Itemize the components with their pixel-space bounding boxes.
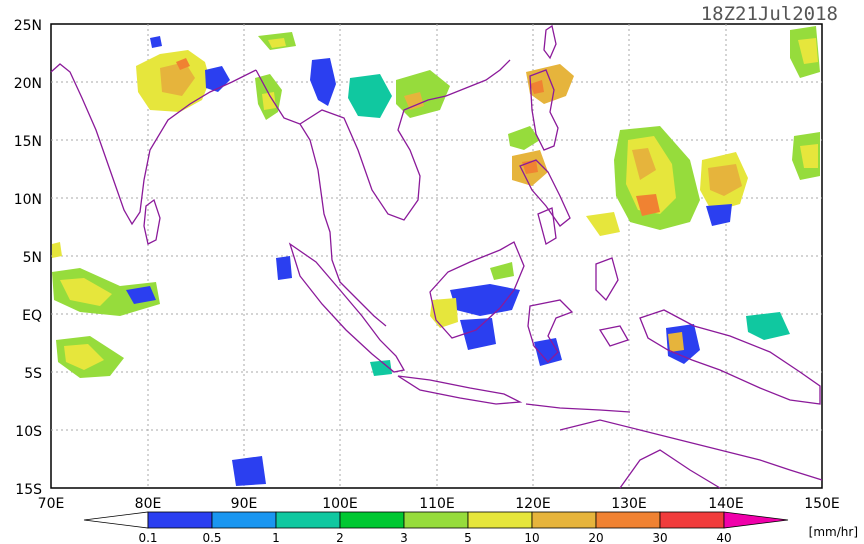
lat-tick-label: 25N [14, 18, 42, 34]
lat-tick-label: 5S [24, 366, 42, 382]
lat-tick-label: 5N [23, 250, 42, 266]
colorbar-tick-label: 2 [336, 531, 344, 544]
colorbar-segment [595, 511, 661, 529]
colorbar-segment [467, 511, 533, 529]
map-title: 18Z21Jul2018 [701, 3, 838, 25]
colorbar-segment [659, 511, 725, 529]
colorbar-segment [147, 511, 213, 529]
colorbar-tick-label: 30 [652, 531, 667, 544]
lon-tick-label: 140E [708, 496, 744, 512]
coastlines [50, 24, 823, 489]
lon-tick-label: 100E [322, 496, 358, 512]
latitude-axis: 25N 20N 15N 10N 5N EQ 5S 10S 15S [14, 18, 42, 498]
colorbar-segment [339, 511, 405, 529]
longitude-axis: 70E 80E 90E 100E 110E 120E 130E 140E 150… [38, 496, 840, 512]
lat-tick-label: 15N [14, 134, 42, 150]
lon-tick-label: 130E [611, 496, 647, 512]
lon-tick-label: 90E [231, 496, 258, 512]
colorbar-segment [275, 511, 341, 529]
lon-tick-label: 110E [419, 496, 455, 512]
lat-tick-label: 10S [15, 424, 42, 440]
lon-tick-label: 70E [38, 496, 65, 512]
precipitation-field [52, 26, 820, 486]
colorbar-tick-label: 3 [400, 531, 408, 544]
lat-tick-label: EQ [22, 308, 42, 324]
colorbar-tick-label: 5 [464, 531, 472, 544]
colorbar-tick-label: 1 [272, 531, 280, 544]
units-label: [mm/hr] [809, 525, 858, 539]
lat-tick-label: 15S [15, 482, 42, 498]
colorbar-tick-label: 10 [524, 531, 539, 544]
colorbar-tick-label: 20 [588, 531, 603, 544]
lon-tick-label: 120E [515, 496, 551, 512]
colorbar-high-arrow [723, 511, 789, 529]
colorbar-tick-label: 0.5 [202, 531, 221, 544]
colorbar [83, 511, 789, 529]
colorbar-low-arrow [83, 511, 149, 529]
colorbar-tick-label: 0.1 [138, 531, 157, 544]
colorbar-segment [531, 511, 597, 529]
lon-tick-label: 150E [804, 496, 840, 512]
colorbar-ticks: 0.1 0.5 1 2 3 5 10 20 30 40 [138, 531, 731, 544]
colorbar-segment [403, 511, 469, 529]
colorbar-tick-label: 40 [716, 531, 731, 544]
lat-tick-label: 10N [14, 192, 42, 208]
colorbar-segment [211, 511, 277, 529]
lon-tick-label: 80E [135, 496, 162, 512]
lat-tick-label: 20N [14, 76, 42, 92]
